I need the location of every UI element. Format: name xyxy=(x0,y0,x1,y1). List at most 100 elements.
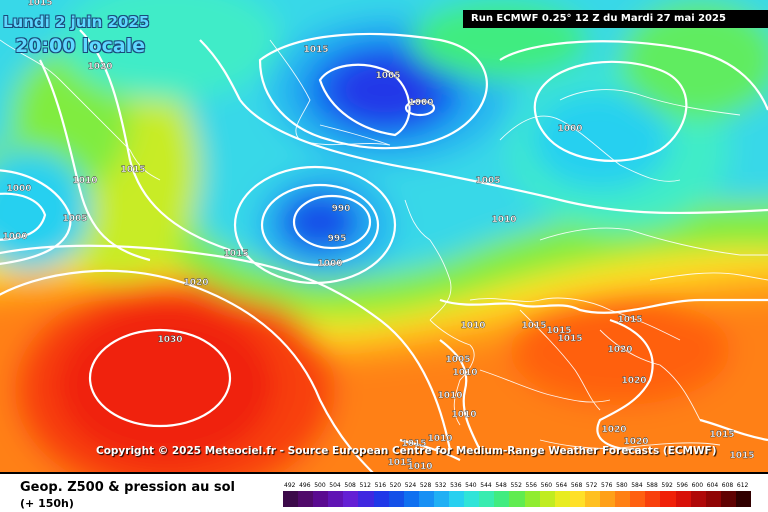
isobar-label: 1015 xyxy=(27,0,52,8)
legend-swatch xyxy=(660,491,676,507)
legend-swatch xyxy=(720,491,737,507)
legend-tick-label: 528 xyxy=(419,482,432,489)
isobar-label: 1015 xyxy=(120,165,145,175)
isobar-label: 1015 xyxy=(709,430,734,440)
isobar-label: 1000 xyxy=(2,232,27,242)
legend-swatch xyxy=(388,491,405,507)
isobar-label: 1005 xyxy=(475,176,500,186)
legend-tick-label: 588 xyxy=(646,482,658,489)
legend-tick-label: 500 xyxy=(314,482,326,489)
legend-swatch xyxy=(464,491,480,507)
isobar-label: 1020 xyxy=(183,278,208,288)
legend-swatch xyxy=(615,491,631,507)
isobar-label: 1010 xyxy=(460,321,485,331)
isobar-label: 1015 xyxy=(729,451,754,461)
legend-tick-label: 492 xyxy=(284,482,296,489)
legend-tick-label: 568 xyxy=(570,482,583,489)
legend-tick-label: 536 xyxy=(450,482,462,489)
isobar-lines xyxy=(0,29,768,472)
isobar-label: 1010 xyxy=(407,462,432,472)
valid-date: Lundi 2 juin 2025 xyxy=(3,13,150,31)
isobar-label: 1015 xyxy=(387,458,412,468)
legend-swatch xyxy=(569,491,586,507)
isobar-label: 1020 xyxy=(607,345,632,355)
legend-swatch xyxy=(298,491,314,507)
isobar-label: 1000 xyxy=(317,259,342,269)
isobar-label: 1010 xyxy=(452,368,477,378)
isobar-label: 1015 xyxy=(401,439,426,449)
copyright-notice: Copyright © 2025 Meteociel.fr - Source E… xyxy=(96,445,717,457)
color-scale-legend: 492 496 500 504 508 512 516 520 524 528 532 536 540 5… xyxy=(283,482,752,512)
legend-swatch xyxy=(554,491,571,507)
isobar-label: 995 xyxy=(328,234,347,244)
isobar-label: 1020 xyxy=(601,425,626,435)
legend-tick-label: 516 xyxy=(374,482,387,489)
legend-tick-label: 612 xyxy=(736,482,749,489)
legend-tick-label: 496 xyxy=(299,482,311,489)
legend-swatch xyxy=(418,491,435,507)
isobar-label: 1000 xyxy=(408,98,433,108)
legend-tick-label: 608 xyxy=(721,482,734,489)
legend-tick-label: 504 xyxy=(329,482,341,489)
legend-tick-label: 580 xyxy=(616,482,628,489)
isobar-label: 1015 xyxy=(546,326,571,336)
legend-swatch xyxy=(494,491,510,507)
isobar-label: 1005 xyxy=(62,214,87,224)
legend-swatch xyxy=(524,491,541,507)
legend-tick-label: 508 xyxy=(344,482,356,489)
legend-swatch xyxy=(373,491,390,507)
legend-swatch xyxy=(403,491,420,507)
legend-swatch xyxy=(675,491,692,507)
legend-swatch xyxy=(343,491,359,507)
run-info-banner: Run ECMWF 0.25° 12 Z du Mardi 27 mai 202… xyxy=(463,10,768,28)
parameter-title: Geop. Z500 & pression au sol xyxy=(20,480,235,495)
legend-swatch xyxy=(509,491,526,507)
legend-tick-label: 596 xyxy=(676,482,688,489)
legend-swatch xyxy=(328,491,344,507)
legend-tick-label: 584 xyxy=(631,482,643,489)
isobar-label: 1015 xyxy=(617,315,642,325)
legend-swatch xyxy=(735,491,752,507)
legend-tick-label: 548 xyxy=(495,482,507,489)
isobar-label: 1015 xyxy=(557,334,582,344)
isobar-labels: 1015101510201005100010001015101010001005… xyxy=(2,0,754,472)
legend-swatch xyxy=(690,491,707,507)
legend-swatch xyxy=(313,491,329,507)
isobar-label: 1005 xyxy=(375,71,400,81)
legend-swatch xyxy=(449,491,465,507)
legend-tick-label: 512 xyxy=(359,482,371,489)
lead-time: (+ 150h) xyxy=(20,497,74,510)
isobar-label: 1000 xyxy=(6,184,31,194)
isobar-label: 1020 xyxy=(621,376,646,386)
legend-tick-label: 592 xyxy=(661,482,673,489)
geopotential-fill xyxy=(0,0,768,472)
isobar-label: 1010 xyxy=(437,391,462,401)
valid-time: 20:00 locale xyxy=(15,35,146,57)
z500-map: 1015101510201005100010001015101010001005… xyxy=(0,0,768,472)
legend-tick-label: 544 xyxy=(480,482,492,489)
legend-swatch xyxy=(283,491,299,507)
isobar-label: 1030 xyxy=(157,335,182,345)
isobar-label: 1020 xyxy=(87,62,112,72)
legend-tick-label: 600 xyxy=(691,482,704,489)
legend-swatch xyxy=(630,491,646,507)
legend-tick-label: 564 xyxy=(555,482,568,489)
isobar-label: 1000 xyxy=(557,124,582,134)
legend-tick-label: 532 xyxy=(434,482,447,489)
legend-tick-label: 540 xyxy=(465,482,477,489)
isobar-label: 1015 xyxy=(521,321,546,331)
legend-tick-label: 604 xyxy=(706,482,719,489)
legend-swatch xyxy=(479,491,495,507)
isobar-label: 1010 xyxy=(451,410,476,420)
legend-swatch xyxy=(600,491,616,507)
legend-swatch xyxy=(584,491,601,507)
legend-swatch xyxy=(358,491,375,507)
legend-tick-label: 520 xyxy=(389,482,402,489)
legend-tick-label: 524 xyxy=(404,482,417,489)
isobar-label: 1020 xyxy=(623,437,648,447)
isobar-label: 1015 xyxy=(303,45,328,55)
legend-tick-label: 572 xyxy=(585,482,598,489)
legend-swatch xyxy=(705,491,722,507)
coastlines xyxy=(0,39,768,449)
